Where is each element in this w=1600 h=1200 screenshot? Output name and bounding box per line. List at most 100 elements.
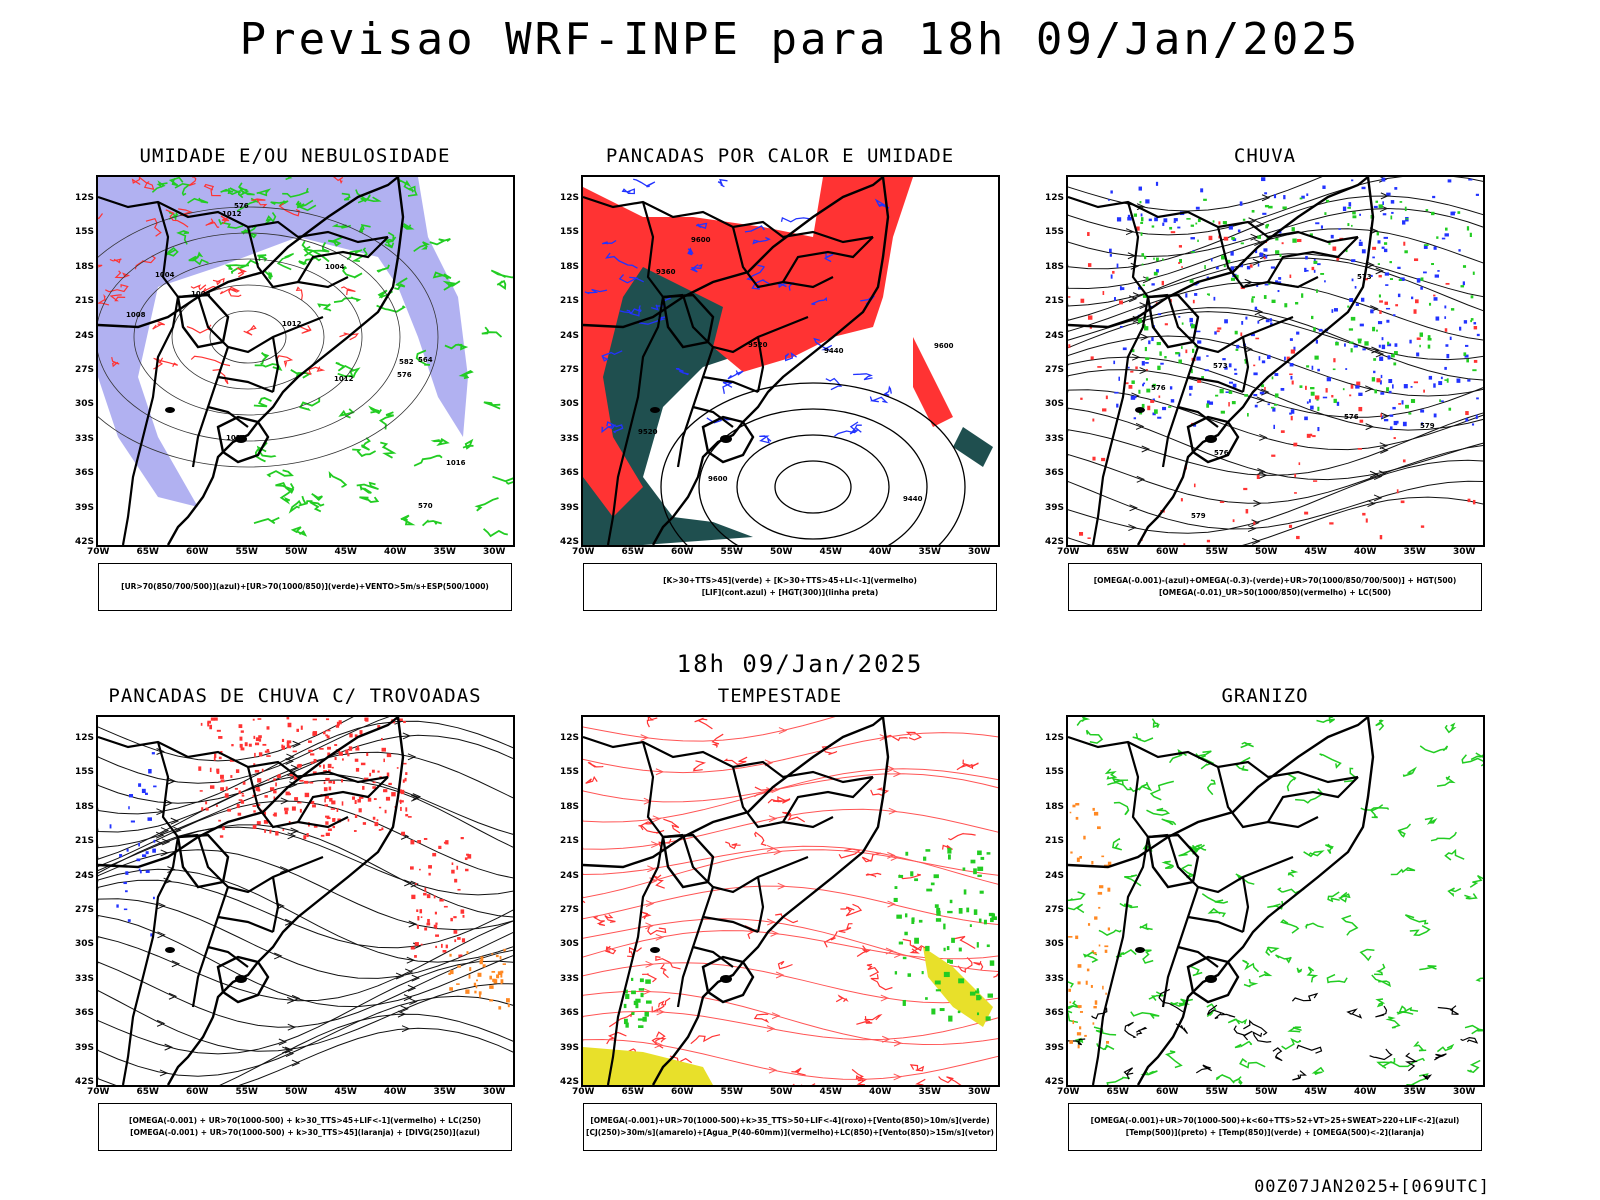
lon-tick-label: 70W	[87, 1087, 110, 1097]
contour-label: 564	[418, 356, 433, 364]
panel-trovoadas: PANCADAS DE CHUVA C/ TROVOADAS 12S 15S 18S 2…	[75, 685, 515, 1185]
lon-tick-label: 55W	[1205, 547, 1228, 557]
political-boundaries	[1068, 177, 1375, 545]
contour-labels: 579 576 573 576 579 573 576	[1151, 273, 1435, 520]
lake	[165, 947, 175, 953]
contour-label: 1008	[191, 290, 211, 298]
lon-tick-label: 60W	[671, 547, 694, 557]
lon-tick-label: 65W	[621, 547, 644, 557]
country-border	[1216, 766, 1319, 829]
country-border	[217, 915, 274, 934]
political-boundaries	[98, 717, 405, 1085]
coastline	[1068, 717, 1369, 869]
lat-tick-label: 27S	[75, 365, 95, 375]
lat-tick-label: 30S	[560, 399, 580, 410]
lat-tick-label: 12S	[560, 733, 580, 743]
lat-tick-label: 42S	[75, 537, 95, 547]
map-canvas: 1008 1004 1012 1012 1016 1004 1008 1012 1016 576 5…	[98, 177, 513, 545]
lat-tick-label: 18S	[560, 261, 580, 272]
lon-tick-label: 50W	[1255, 547, 1278, 557]
lon-tick-label: 50W	[770, 1087, 793, 1097]
green-wind	[893, 847, 997, 1022]
lon-tick-label: 65W	[136, 547, 159, 557]
contour-label: 570	[418, 502, 433, 510]
red-thunderstorm	[198, 717, 412, 840]
lon-tick-label: 50W	[1255, 1087, 1278, 1097]
political-boundaries	[583, 717, 890, 1085]
country-border	[1267, 776, 1359, 823]
map-frame	[96, 715, 515, 1087]
country-border	[1187, 375, 1244, 394]
country-border	[121, 296, 180, 545]
country-border	[196, 834, 324, 894]
lat-tick-label: 30S	[75, 939, 95, 950]
lon-tick-label: 30W	[1453, 1087, 1476, 1097]
yellow-jet	[923, 947, 993, 1027]
lif-contours	[584, 178, 892, 444]
lon-tick-label: 55W	[1205, 1087, 1228, 1097]
country-border	[271, 876, 280, 933]
lon-tick-label: 35W	[918, 547, 941, 557]
contour-label: 1012	[222, 210, 242, 218]
country-border	[176, 293, 230, 349]
main-title: Previsao WRF-INPE para 18h 09/Jan/2025	[239, 14, 1361, 65]
blue-divergence	[109, 752, 157, 937]
lon-tick-label: 65W	[1106, 1087, 1129, 1097]
lat-tick-label: 18S	[560, 801, 580, 812]
contour-label: 582	[399, 358, 414, 366]
lat-tick-label: 39S	[560, 502, 580, 513]
lat-tick-label: 15S	[560, 227, 580, 238]
lon-tick-label: 55W	[720, 1087, 743, 1097]
country-border	[692, 405, 734, 428]
legend-line: [Temp(500)](preto) + [Temp(850)](verde) …	[1125, 1128, 1425, 1137]
map-canvas: 9600 9600 9520 9440 9520 9360 9440 9600	[583, 177, 993, 545]
contour-label: 9600	[934, 342, 954, 350]
red-streamlines	[583, 717, 998, 1081]
coastline	[1068, 177, 1369, 329]
political-boundaries	[98, 177, 405, 545]
country-border	[681, 834, 809, 894]
lon-tick-label: 45W	[819, 1087, 842, 1097]
lat-tick-label: 24S	[560, 870, 580, 881]
pressure-contours	[98, 206, 439, 468]
yellow-jet	[583, 1047, 713, 1085]
contour-label: 1008	[126, 311, 146, 319]
map-frame: 579 576 573 576 579 573 576	[1066, 175, 1485, 547]
lon-tick-label: 55W	[235, 1087, 258, 1097]
panel-legend: [OMEGA(-0.001)-(azul)+OMEGA(-0.3)-(verde…	[1068, 563, 1482, 611]
legend-line: [OMEGA(-0.001) + UR>70(1000-500) + k>30_…	[130, 1128, 480, 1137]
country-border	[1177, 945, 1219, 968]
lat-tick-label: 27S	[1045, 365, 1065, 375]
contour-labels: 9600 9600 9520 9440 9520 9360 9440 9600	[638, 236, 954, 503]
lon-tick-label: 65W	[621, 1087, 644, 1097]
contour-label: 9440	[903, 495, 923, 503]
country-border	[207, 945, 249, 968]
lat-tick-label: 39S	[75, 502, 95, 513]
lon-tick-label: 45W	[334, 1087, 357, 1097]
lat-tick-label: 33S	[1045, 973, 1065, 984]
lat-tick-label: 12S	[1045, 193, 1065, 203]
country-border	[1166, 294, 1294, 354]
contour-label: 573	[1213, 362, 1228, 370]
lake	[1135, 947, 1145, 953]
political-boundaries	[1068, 717, 1375, 1085]
lon-tick-label: 55W	[720, 547, 743, 557]
legend-line: [OMEGA(-0.001) + UR>70(1000-500) + k>30_…	[129, 1116, 481, 1125]
coastline	[166, 177, 405, 545]
lat-tick-label: 39S	[1045, 1042, 1065, 1053]
streamlines	[1068, 177, 1483, 545]
lon-tick-label: 40W	[869, 547, 892, 557]
lat-tick-label: 36S	[560, 468, 580, 479]
lat-tick-label: 12S	[560, 193, 580, 203]
country-border	[196, 294, 324, 354]
lat-tick-label: 39S	[560, 1042, 580, 1053]
lon-tick-label: 40W	[1354, 547, 1377, 557]
country-border	[1091, 836, 1150, 1085]
contour-label: 576	[1151, 384, 1166, 392]
country-border	[606, 296, 665, 545]
country-border	[297, 236, 389, 283]
contour-label: 579	[1191, 512, 1206, 520]
contour-label: 1016	[446, 459, 466, 467]
country-border	[606, 836, 665, 1085]
lat-tick-label: 27S	[1045, 905, 1065, 915]
